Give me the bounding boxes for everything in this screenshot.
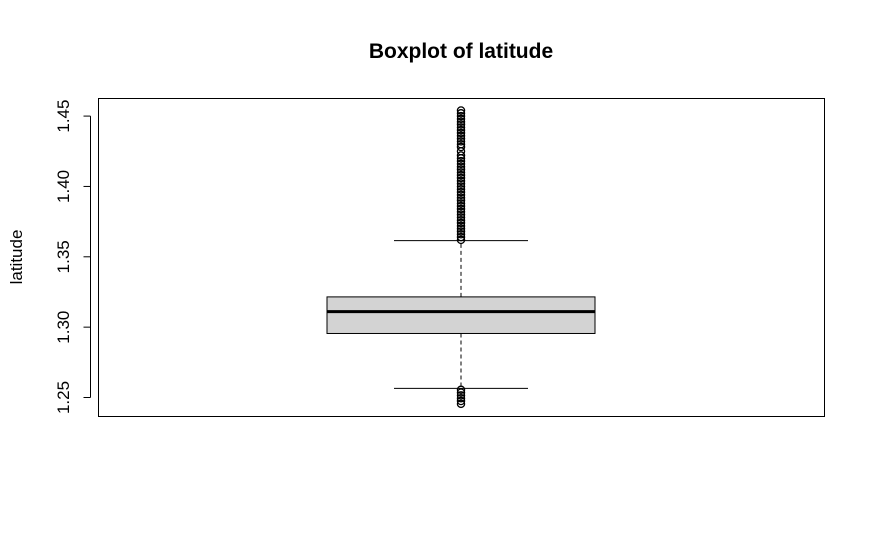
outlier-point	[456, 134, 466, 143]
outlier-points	[456, 106, 466, 409]
outlier-point	[456, 137, 466, 146]
outlier-point	[456, 139, 466, 149]
outlier-point	[456, 224, 466, 233]
outlier-point	[456, 142, 466, 152]
outlier-point	[456, 193, 466, 202]
outlier-point	[456, 207, 466, 217]
outlier-point	[456, 399, 466, 409]
outlier-point	[456, 120, 466, 129]
outlier-point	[456, 173, 466, 183]
y-axis: 1.25 1.30 1.35 1.40 1.45	[54, 100, 91, 414]
outlier-point	[456, 109, 466, 118]
outlier-point	[456, 218, 466, 228]
y-axis-label: latitude	[7, 230, 26, 285]
outlier-point	[456, 230, 466, 239]
outlier-point	[456, 125, 466, 135]
y-tick-label: 1.40	[54, 170, 73, 203]
boxplot	[326, 240, 596, 389]
outlier-point	[456, 179, 466, 188]
outlier-point	[456, 128, 466, 138]
y-tick-label: 1.25	[54, 381, 73, 414]
outlier-point	[456, 199, 466, 208]
outlier-point	[456, 391, 466, 400]
outlier-point	[456, 156, 466, 166]
y-tick-label: 1.30	[54, 311, 73, 344]
outlier-point	[456, 176, 466, 186]
outlier-point	[456, 165, 466, 174]
outlier-point	[456, 388, 466, 397]
outlier-point	[456, 187, 466, 197]
outlier-point	[456, 106, 466, 115]
outlier-point	[456, 182, 466, 191]
plot-frame	[98, 98, 825, 417]
outlier-point	[456, 131, 466, 141]
outlier-point	[456, 117, 466, 126]
chart-title: Boxplot of latitude	[369, 40, 553, 63]
outlier-point	[456, 159, 466, 169]
outlier-point	[456, 221, 466, 231]
outlier-point	[456, 190, 466, 200]
outlier-point	[456, 201, 466, 211]
interquartile-box	[326, 296, 596, 334]
outlier-point	[456, 162, 466, 171]
outlier-point	[456, 151, 466, 160]
outlier-point	[456, 168, 466, 177]
outlier-point	[456, 396, 466, 406]
outlier-point	[456, 170, 466, 180]
outlier-point	[456, 196, 466, 205]
y-tick-label: 1.35	[54, 240, 73, 273]
outlier-point	[456, 210, 466, 219]
outlier-point	[456, 385, 466, 395]
outlier-point	[456, 232, 466, 242]
outlier-point	[456, 393, 466, 403]
outlier-point	[456, 215, 466, 225]
outlier-point	[456, 213, 466, 222]
outlier-point	[456, 235, 466, 245]
y-tick-label: 1.45	[54, 100, 73, 133]
outlier-point	[456, 114, 466, 124]
outlier-point	[456, 227, 466, 236]
outlier-point	[456, 185, 466, 194]
outlier-point	[456, 123, 466, 132]
outlier-point	[456, 204, 466, 214]
outlier-point	[456, 111, 466, 121]
